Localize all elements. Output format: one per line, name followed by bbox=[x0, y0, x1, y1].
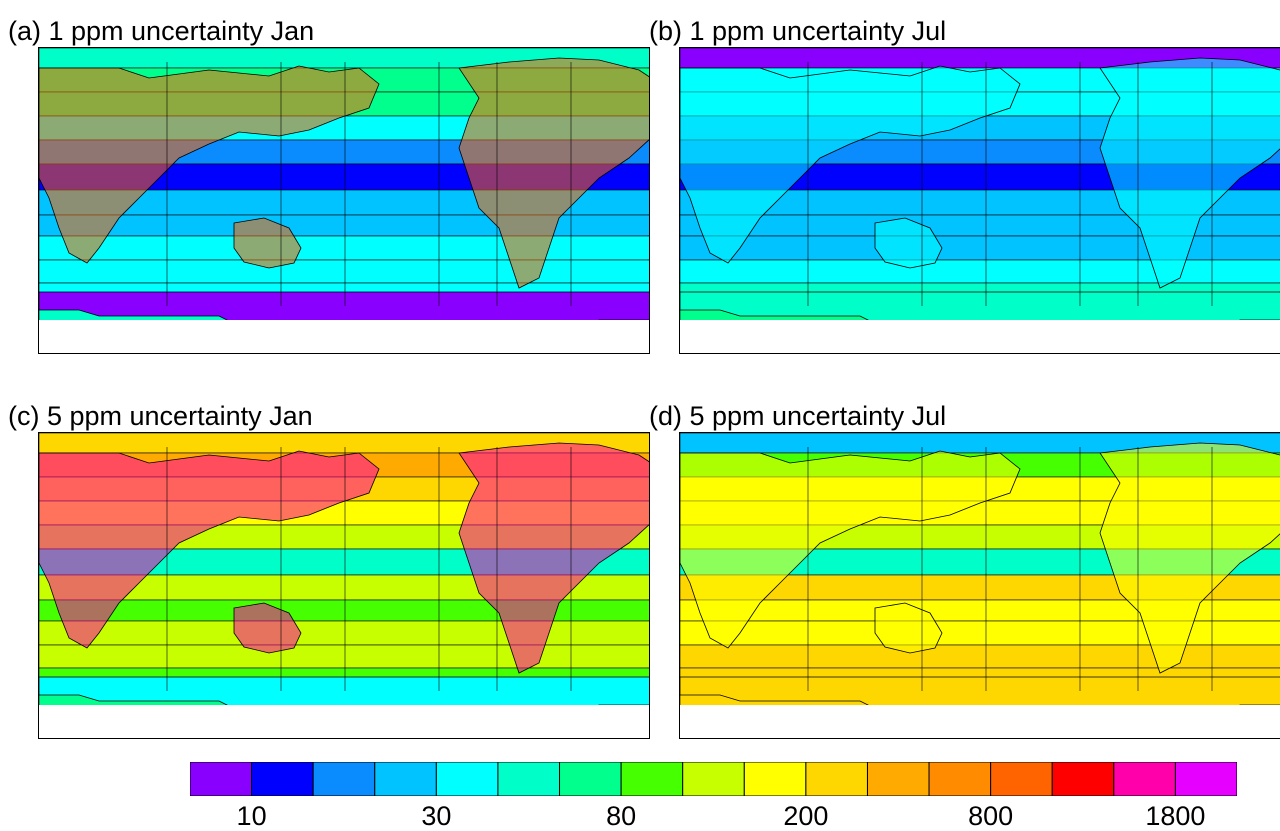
colorbar-tick-label: 30 bbox=[421, 801, 452, 831]
panel-c-land-region-3 bbox=[233, 602, 302, 654]
panel-c-no-data-area bbox=[39, 705, 649, 738]
colorbar-swatch bbox=[743, 762, 807, 796]
panel-c-land-region-2 bbox=[458, 442, 649, 674]
panel-a-map bbox=[38, 47, 650, 354]
colorbar-tick-label: 80 bbox=[606, 801, 637, 831]
colorbar-swatch bbox=[928, 762, 992, 796]
panel-a-title: (a) 1 ppm uncertainty Jan bbox=[8, 16, 315, 46]
panel-d-map-svg bbox=[680, 433, 1280, 738]
panel-b-land-region-1 bbox=[680, 65, 1021, 264]
panel-a-land-region-2 bbox=[458, 57, 649, 289]
colorbar-tick-label: 1800 bbox=[1145, 801, 1206, 831]
colorbar-tick-label: 800 bbox=[968, 801, 1014, 831]
colorbar-swatch bbox=[805, 762, 868, 796]
colorbar-tick-label: 200 bbox=[783, 801, 829, 831]
colorbar-swatch bbox=[312, 762, 376, 796]
colorbar-swatch bbox=[682, 762, 745, 796]
colorbar-swatch bbox=[374, 762, 437, 796]
panel-c-map bbox=[38, 432, 650, 739]
panel-d-title: (d) 5 ppm uncertainty Jul bbox=[649, 401, 947, 431]
panel-a-no-data-area bbox=[39, 320, 649, 353]
panel-d-map bbox=[679, 432, 1280, 739]
colorbar bbox=[190, 762, 1237, 796]
panel-a-land-region-1 bbox=[39, 65, 380, 264]
panel-a-land-region-3 bbox=[233, 217, 302, 269]
colorbar-swatch bbox=[190, 762, 253, 796]
panel-c-band-region bbox=[39, 644, 649, 669]
panel-a-band-region bbox=[39, 259, 649, 284]
colorbar-swatch bbox=[1113, 762, 1176, 796]
panel-d-land-region-3 bbox=[874, 602, 943, 654]
panel-d-no-data-area bbox=[680, 705, 1280, 738]
panel-b-band-region bbox=[680, 259, 1280, 284]
panel-d-land-region-2 bbox=[1099, 442, 1280, 674]
panel-b-land-region-2 bbox=[1099, 57, 1280, 289]
panel-c-land-region-1 bbox=[39, 450, 380, 649]
colorbar-swatch bbox=[251, 762, 314, 796]
panel-b-no-data-area bbox=[680, 320, 1280, 353]
panel-c-band-region bbox=[39, 620, 649, 646]
panel-a-band-region bbox=[39, 235, 649, 261]
panel-c-map-svg bbox=[39, 433, 649, 738]
colorbar-swatch bbox=[435, 762, 499, 796]
colorbar-swatch bbox=[1174, 762, 1237, 796]
colorbar-swatch bbox=[497, 762, 561, 796]
panel-a-map-svg bbox=[39, 48, 649, 353]
panel-b-land-region-3 bbox=[874, 217, 943, 269]
panel-d-band-region bbox=[680, 644, 1280, 669]
panel-b-map-svg bbox=[680, 48, 1280, 353]
panel-c-title: (c) 5 ppm uncertainty Jan bbox=[8, 401, 313, 431]
colorbar-swatch bbox=[1051, 762, 1115, 796]
colorbar-swatch bbox=[990, 762, 1053, 796]
colorbar-swatch bbox=[620, 762, 684, 796]
panel-b-map bbox=[679, 47, 1280, 354]
colorbar-swatch bbox=[559, 762, 622, 796]
panel-b-title: (b) 1 ppm uncertainty Jul bbox=[649, 16, 947, 46]
panel-d-land-region-1 bbox=[680, 450, 1021, 649]
colorbar-tick-label: 10 bbox=[236, 801, 267, 831]
colorbar-swatch bbox=[866, 762, 930, 796]
